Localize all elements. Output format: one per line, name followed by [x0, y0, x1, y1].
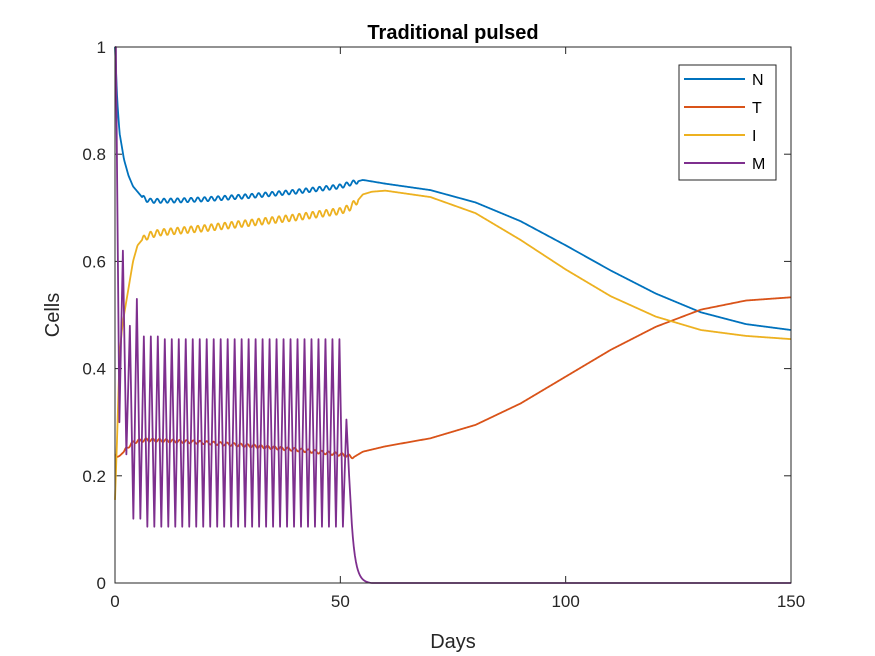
y-tick-label: 0.6: [82, 252, 106, 271]
series-line-i: [114, 189, 792, 500]
plot-area: [115, 47, 791, 583]
y-axis-label: Cells: [42, 293, 64, 337]
series-line-t: [114, 296, 792, 460]
legend-box: [678, 64, 777, 181]
y-tick-label: 0: [97, 574, 106, 593]
series-line-n: [114, 46, 792, 331]
x-axis-label: Days: [430, 631, 476, 653]
plot-frame: [114, 46, 792, 584]
legend-label-m: M: [752, 156, 765, 173]
legend-label-t: T: [752, 100, 762, 117]
series-group: [114, 46, 792, 584]
legend-label-n: N: [752, 72, 764, 89]
y-tick-label: 0.4: [82, 360, 106, 379]
series-line-m: [115, 46, 791, 584]
x-tick-label: 50: [331, 592, 350, 611]
chart-title: Traditional pulsed: [367, 22, 538, 44]
legend-label-i: I: [752, 128, 756, 145]
x-tick-label: 150: [777, 592, 805, 611]
y-tick-label: 0.8: [82, 145, 106, 164]
y-tick-label: 1: [97, 38, 106, 57]
y-tick-label: 0.2: [82, 467, 106, 486]
x-tick-label: 100: [551, 592, 579, 611]
x-axis-ticks: 0 50 100 150: [110, 47, 805, 611]
x-tick-label: 0: [110, 592, 119, 611]
